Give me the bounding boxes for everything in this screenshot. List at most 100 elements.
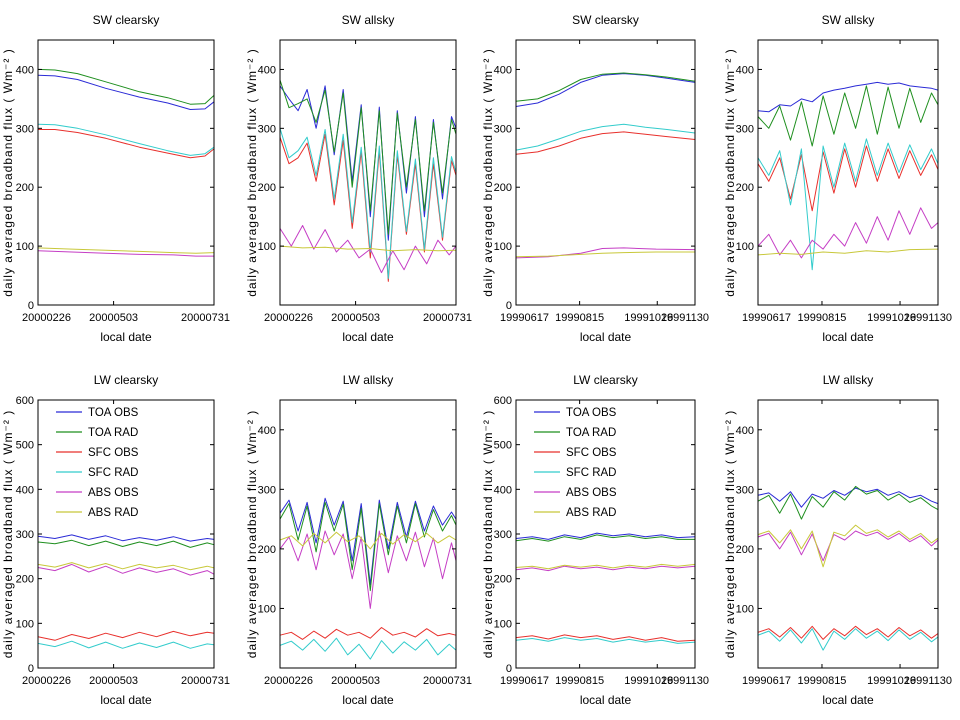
y-tick-label: 100 xyxy=(16,618,34,630)
y-tick-label: 300 xyxy=(736,484,754,496)
series-line-toa-rad xyxy=(37,68,215,105)
y-axis-label: daily averaged broadband flux ( Wm⁻² ) xyxy=(245,48,259,296)
x-axis-label: local date xyxy=(580,330,632,344)
y-tick-label: 400 xyxy=(494,484,512,496)
series-line-abs-rad xyxy=(515,563,696,570)
legend-label: ABS OBS xyxy=(566,487,617,499)
x-tick-label: 19990815 xyxy=(555,675,604,687)
plot-frame xyxy=(515,39,696,306)
y-tick-label: 200 xyxy=(494,574,512,586)
x-tick-label: 19990617 xyxy=(742,675,791,687)
x-tick-label: 20000226 xyxy=(264,675,313,687)
x-axis-label: local date xyxy=(342,693,394,707)
series-line-abs-obs xyxy=(757,207,939,259)
series-line-sfc-rad xyxy=(37,123,215,156)
x-tick-label: 19990815 xyxy=(797,312,846,324)
series-line-toa-rad xyxy=(37,539,215,548)
y-tick-label: 200 xyxy=(258,182,276,194)
series-line-toa-rad xyxy=(279,501,457,592)
series-line-toa-rad xyxy=(757,485,939,520)
x-tick-label: 19991130 xyxy=(661,312,709,324)
y-tick-label: 200 xyxy=(16,574,34,586)
y-tick-label: 100 xyxy=(16,241,34,253)
series-line-toa-obs xyxy=(279,497,457,586)
x-tick-label: 19990815 xyxy=(555,312,604,324)
chart-title: SW clearsky xyxy=(572,13,639,27)
plot-frame xyxy=(279,39,457,306)
legend: TOA OBS TOA RAD SFC OBS SFC RAD ABS OBS ABS R… xyxy=(56,407,139,519)
y-tick-label: 300 xyxy=(494,123,512,135)
x-axis-label: local date xyxy=(100,330,152,344)
y-tick-label: 300 xyxy=(494,529,512,541)
series-line-sfc-obs xyxy=(515,131,696,155)
series-line-abs-rad xyxy=(279,245,457,252)
series-line-toa-obs xyxy=(757,81,939,113)
x-axis-label: local date xyxy=(100,693,152,707)
series-line-sfc-rad xyxy=(279,128,457,279)
series-line-abs-obs xyxy=(37,563,215,576)
series-line-abs-rad xyxy=(515,251,695,258)
chart-panel-6: LW allsky 100 200 300 400 20000226 20000503 200… xyxy=(245,373,472,707)
legend-label: TOA RAD xyxy=(566,427,616,439)
legend-label: SFC RAD xyxy=(88,467,138,479)
series-line-sfc-rad xyxy=(37,640,215,649)
chart-title: LW allsky xyxy=(823,373,873,387)
legend-label: TOA OBS xyxy=(88,407,139,419)
series-group xyxy=(279,79,457,282)
plot-frame xyxy=(757,39,939,306)
x-tick-label: 20000503 xyxy=(331,675,380,687)
series-line-sfc-obs xyxy=(515,634,696,642)
y-tick-label: 400 xyxy=(258,64,276,76)
x-axis-label: local date xyxy=(580,693,632,707)
y-axis-label: daily averaged broadband flux ( Wm⁻² ) xyxy=(1,410,15,658)
series-group xyxy=(279,497,457,660)
x-tick-label: 20000503 xyxy=(89,675,138,687)
legend-label: ABS RAD xyxy=(566,507,617,519)
y-tick-label: 300 xyxy=(16,529,34,541)
series-line-sfc-obs xyxy=(757,625,939,640)
x-tick-label: 19991130 xyxy=(661,675,709,687)
y-axis-label: daily averaged broadband flux ( Wm⁻² ) xyxy=(481,48,495,296)
y-axis-label: daily averaged broadband flux ( Wm⁻² ) xyxy=(723,48,737,296)
chart-title: LW allsky xyxy=(343,373,393,387)
x-tick-label: 19990815 xyxy=(797,675,846,687)
series-line-abs-rad xyxy=(37,562,215,571)
legend-label: SFC OBS xyxy=(88,447,139,459)
x-tick-label: 20000731 xyxy=(181,312,230,324)
y-tick-label: 200 xyxy=(258,544,276,556)
series-line-sfc-obs xyxy=(279,627,457,640)
y-tick-label: 400 xyxy=(16,484,34,496)
x-tick-label: 20000503 xyxy=(331,312,380,324)
series-line-toa-obs xyxy=(515,73,696,107)
series-line-abs-obs xyxy=(515,247,696,259)
chart-panel-2: SW allsky 100 200 300 400 20000226 20000503 200… xyxy=(245,13,472,344)
series-line-abs-obs xyxy=(279,225,457,274)
series-line-toa-rad xyxy=(515,534,695,542)
legend-label: TOA OBS xyxy=(566,407,617,419)
series-line-toa-obs xyxy=(37,534,215,542)
y-tick-label: 300 xyxy=(258,484,276,496)
series-line-toa-obs xyxy=(37,74,215,110)
series-line-toa-rad xyxy=(279,79,457,235)
y-tick-label: 0 xyxy=(506,300,512,312)
y-tick-label: 100 xyxy=(736,241,754,253)
series-line-sfc-rad xyxy=(279,637,457,660)
plot-frame xyxy=(37,399,215,669)
series-line-sfc-obs xyxy=(757,145,939,212)
x-tick-label: 20000731 xyxy=(423,312,472,324)
series-line-sfc-rad xyxy=(757,628,939,651)
series-line-toa-obs xyxy=(757,487,939,508)
chart-panel-5: LW clearsky 0 100 200 300 400 500 600 20000226 20… xyxy=(1,373,230,707)
y-tick-label: 600 xyxy=(494,395,512,407)
y-tick-label: 400 xyxy=(736,64,754,76)
chart-title: SW allsky xyxy=(822,13,875,27)
y-tick-label: 300 xyxy=(258,123,276,135)
x-tick-label: 20000226 xyxy=(264,312,313,324)
y-tick-label: 100 xyxy=(258,241,276,253)
y-tick-label: 400 xyxy=(736,425,754,437)
y-tick-label: 300 xyxy=(736,123,754,135)
series-line-toa-obs xyxy=(515,532,696,540)
legend-label: TOA RAD xyxy=(88,427,138,439)
series-line-abs-obs xyxy=(757,530,939,562)
